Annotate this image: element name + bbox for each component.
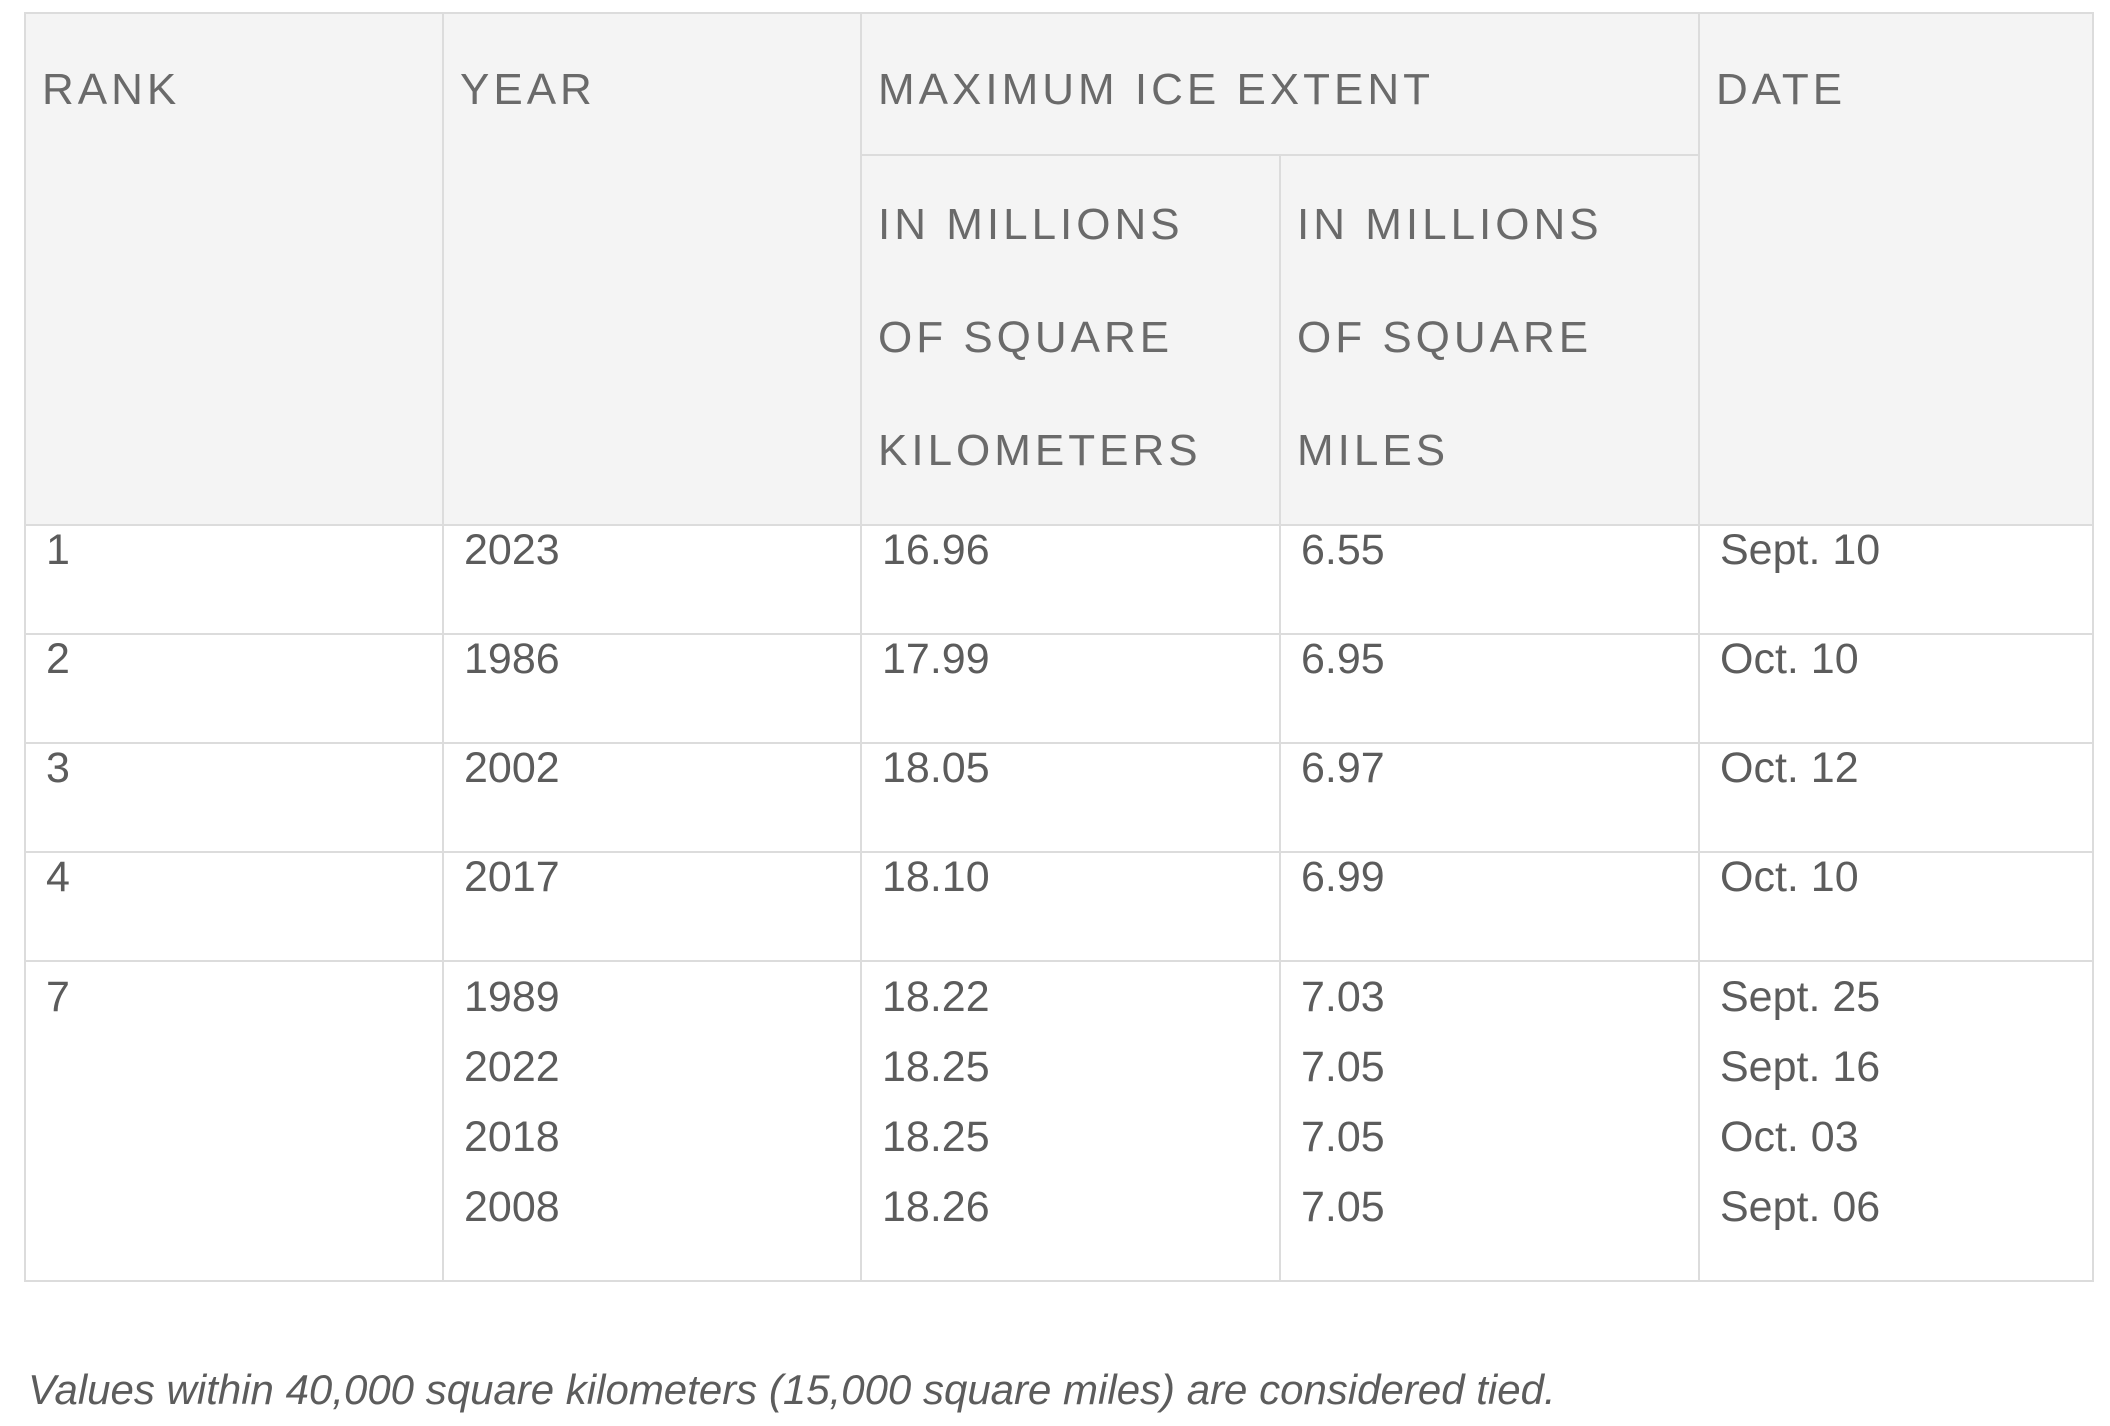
cell-mi-value: 7.05 xyxy=(1301,1113,1385,1161)
cell-mi: 6.97 xyxy=(1279,742,1700,853)
cell-year-value: 2017 xyxy=(464,853,560,901)
cell-km-value: 18.10 xyxy=(882,853,990,901)
table-row: 1 2023 16.96 6.55 Sept. 10 xyxy=(24,524,2094,635)
cell-year-value: 1989 xyxy=(464,973,560,1021)
cell-year: 1989 2022 2018 2008 xyxy=(442,960,862,1282)
cell-km-value: 18.05 xyxy=(882,744,990,792)
cell-km-value: 18.25 xyxy=(882,1043,990,1091)
cell-mi: 6.55 xyxy=(1279,524,1700,635)
cell-km: 16.96 xyxy=(860,524,1281,635)
cell-mi-value: 6.97 xyxy=(1301,744,1385,792)
cell-mi-value: 6.95 xyxy=(1301,635,1385,683)
ice-extent-table: RANK YEAR MAXIMUM ICE EXTENT DATE IN MIL… xyxy=(24,12,2094,1282)
header-maximum-ice-extent: MAXIMUM ICE EXTENT xyxy=(860,12,1700,156)
cell-mi-value: 7.05 xyxy=(1301,1183,1385,1231)
cell-year: 2023 xyxy=(442,524,862,635)
cell-mi: 6.95 xyxy=(1279,633,1700,744)
cell-rank-value: 4 xyxy=(46,853,70,901)
cell-mi-value: 7.05 xyxy=(1301,1043,1385,1091)
cell-km: 17.99 xyxy=(860,633,1281,744)
cell-date: Oct. 10 xyxy=(1698,633,2094,744)
cell-year-value: 2018 xyxy=(464,1113,560,1161)
header-rank: RANK xyxy=(24,12,444,526)
cell-km-value: 17.99 xyxy=(882,635,990,683)
table-row: 2 1986 17.99 6.95 Oct. 10 xyxy=(24,633,2094,744)
cell-date-value: Oct. 03 xyxy=(1720,1113,1859,1161)
cell-rank-value: 7 xyxy=(46,973,70,1021)
cell-date-value: Oct. 10 xyxy=(1720,853,1859,901)
cell-rank: 7 xyxy=(24,960,444,1282)
cell-date-value: Sept. 10 xyxy=(1720,526,1881,574)
cell-mi-value: 7.03 xyxy=(1301,973,1385,1021)
cell-km: 18.05 xyxy=(860,742,1281,853)
header-km: IN MILLIONS OF SQUARE KILOMETERS xyxy=(860,154,1281,526)
cell-mi-value: 6.55 xyxy=(1301,526,1385,574)
cell-year: 2002 xyxy=(442,742,862,853)
cell-year: 2017 xyxy=(442,851,862,962)
table-row: 4 2017 18.10 6.99 Oct. 10 xyxy=(24,851,2094,962)
cell-date: Sept. 25 Sept. 16 Oct. 03 Sept. 06 xyxy=(1698,960,2094,1282)
cell-km-value: 16.96 xyxy=(882,526,990,574)
cell-rank-value: 3 xyxy=(46,744,70,792)
cell-year-value: 1986 xyxy=(464,635,560,683)
cell-km-value: 18.25 xyxy=(882,1113,990,1161)
cell-rank: 4 xyxy=(24,851,444,962)
cell-year-value: 2008 xyxy=(464,1183,560,1231)
cell-km: 18.22 18.25 18.25 18.26 xyxy=(860,960,1281,1282)
header-mi: IN MILLIONS OF SQUARE MILES xyxy=(1279,154,1700,526)
cell-date-value: Oct. 12 xyxy=(1720,744,1859,792)
cell-year-value: 2002 xyxy=(464,744,560,792)
cell-year-value: 2022 xyxy=(464,1043,560,1091)
cell-date: Sept. 10 xyxy=(1698,524,2094,635)
cell-rank: 2 xyxy=(24,633,444,744)
cell-mi: 6.99 xyxy=(1279,851,1700,962)
cell-date: Oct. 12 xyxy=(1698,742,2094,853)
cell-km-value: 18.22 xyxy=(882,973,990,1021)
cell-date-value: Sept. 06 xyxy=(1720,1183,1881,1231)
cell-date-value: Sept. 25 xyxy=(1720,973,1881,1021)
cell-km: 18.10 xyxy=(860,851,1281,962)
cell-rank-value: 1 xyxy=(46,526,70,574)
cell-year: 1986 xyxy=(442,633,862,744)
cell-mi: 7.03 7.05 7.05 7.05 xyxy=(1279,960,1700,1282)
cell-mi-value: 6.99 xyxy=(1301,853,1385,901)
cell-year-value: 2023 xyxy=(464,526,560,574)
footnote: Values within 40,000 square kilometers (… xyxy=(28,1366,1556,1413)
ice-extent-table-container: RANK YEAR MAXIMUM ICE EXTENT DATE IN MIL… xyxy=(24,12,2094,1282)
table-row: 3 2002 18.05 6.97 Oct. 12 xyxy=(24,742,2094,853)
cell-date: Oct. 10 xyxy=(1698,851,2094,962)
cell-rank: 1 xyxy=(24,524,444,635)
cell-date-value: Oct. 10 xyxy=(1720,635,1859,683)
cell-rank-value: 2 xyxy=(46,635,70,683)
cell-date-value: Sept. 16 xyxy=(1720,1043,1881,1091)
cell-km-value: 18.26 xyxy=(882,1183,990,1231)
cell-rank: 3 xyxy=(24,742,444,853)
header-year: YEAR xyxy=(442,12,862,526)
header-date: DATE xyxy=(1698,12,2094,526)
table-row-tied-group: 7 1989 2022 2018 2008 18.22 18.25 18.25 18.26 7.0… xyxy=(24,960,2094,1282)
